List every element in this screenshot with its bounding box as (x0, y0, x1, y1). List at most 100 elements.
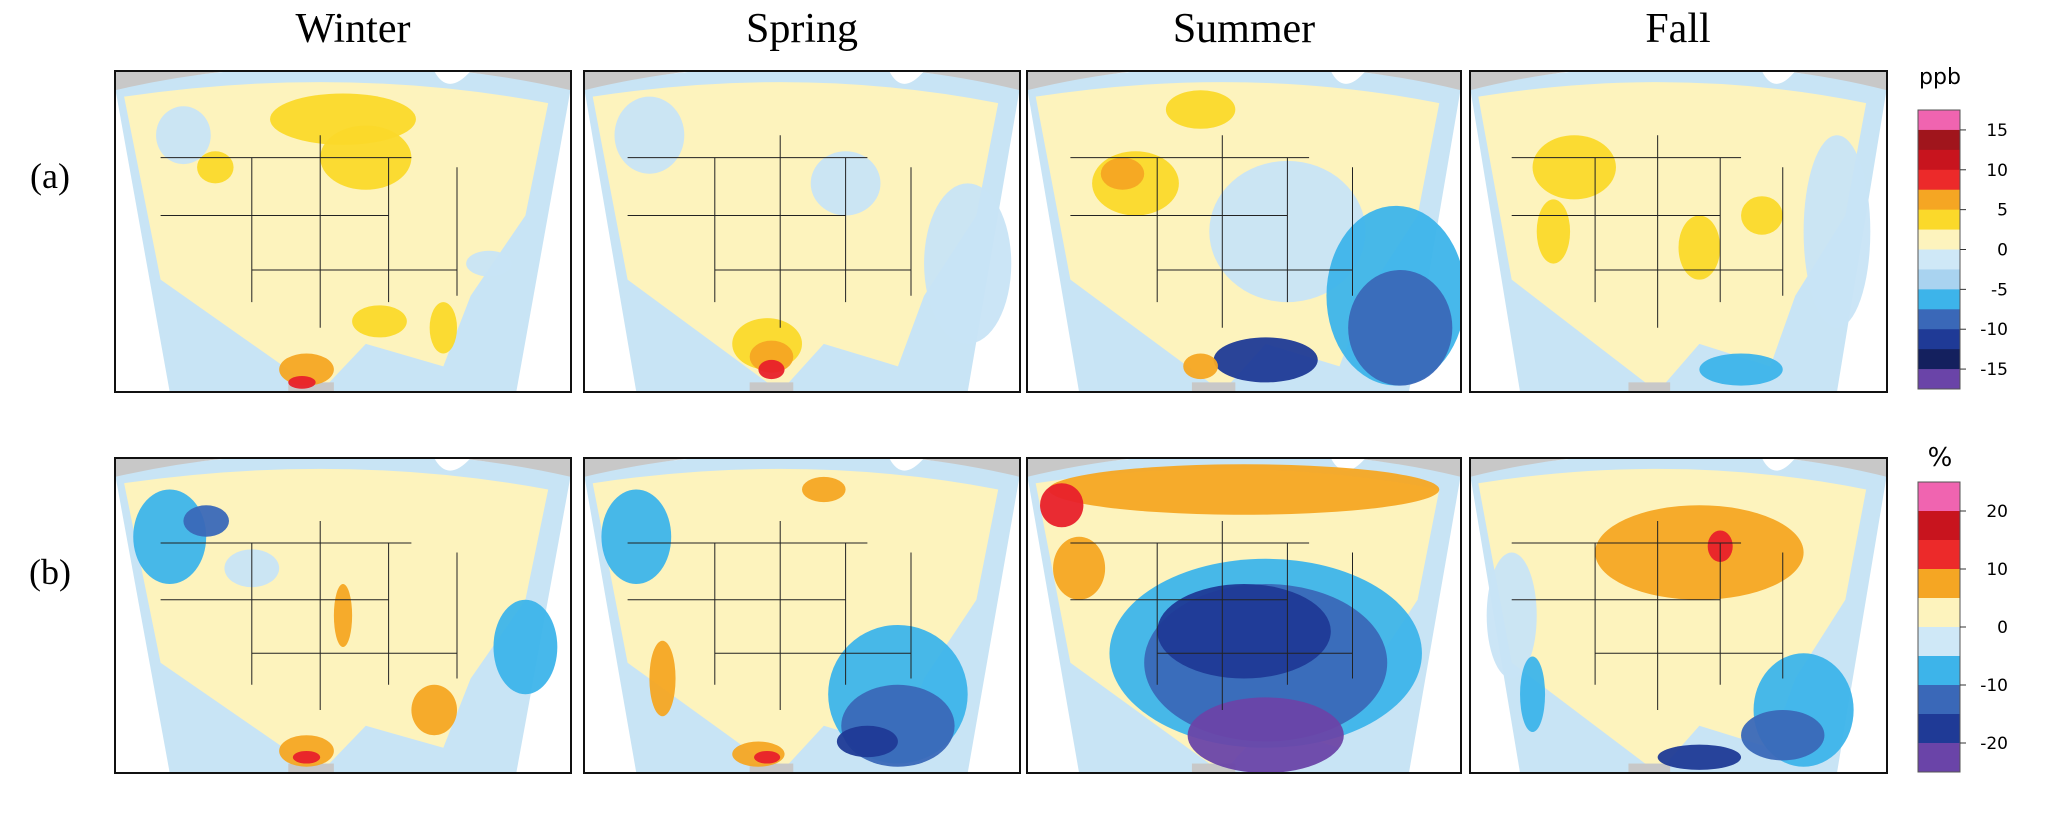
grey-bottom (1628, 382, 1671, 392)
column-title: Winter (296, 6, 411, 52)
colorbar-tick-label: 10 (1986, 161, 2008, 181)
grey-bottom (1628, 763, 1671, 773)
map-panel (1470, 71, 1887, 392)
grey-corner (457, 71, 571, 91)
colorbar-segment (1918, 169, 1960, 191)
grey-corner (457, 458, 571, 477)
colorbar-segment (1918, 685, 1960, 715)
colorbar-segment (1918, 511, 1960, 541)
grey-corner (1352, 458, 1461, 477)
colorbar-tick-label: -20 (1980, 734, 2008, 754)
field-region (1657, 744, 1742, 770)
colorbar-segment (1918, 482, 1960, 512)
grey-corner (115, 71, 229, 91)
colorbar-segment (1918, 627, 1960, 657)
grey-bottom (749, 763, 794, 773)
colorbar-tick-label: 5 (1997, 201, 2008, 221)
white-hole (1761, 458, 1796, 471)
colorbar-tick-label: -5 (1991, 280, 2008, 300)
colorbar-tick-label: -15 (1980, 360, 2008, 380)
panel-frame (583, 70, 1021, 393)
colorbar-segment (1918, 110, 1960, 131)
field-region (183, 505, 229, 537)
map-panel (115, 458, 571, 773)
colorbar-segment (1918, 656, 1960, 686)
grey-bottom (1191, 382, 1236, 392)
grey-corner (1470, 71, 1575, 91)
map-panel (584, 458, 1020, 773)
field-region (352, 305, 407, 338)
colorbar-segment (1918, 714, 1960, 744)
map-panel (1470, 458, 1887, 773)
field-region (1040, 483, 1084, 528)
grey-corner (1782, 458, 1887, 477)
colorbar-segment (1918, 149, 1960, 171)
colorbar-tick-label: 0 (1997, 241, 2008, 261)
colorbar-tick-label: -10 (1980, 676, 2008, 696)
colorbar-tick-label: 0 (1997, 618, 2008, 638)
field-region (1048, 464, 1440, 515)
field-region (1053, 536, 1106, 600)
field-region (1165, 90, 1236, 129)
colorbar-tick-label: -10 (1980, 320, 2008, 340)
grey-corner (584, 71, 693, 91)
field-region (836, 725, 898, 758)
grey-corner (115, 458, 229, 477)
panel-frame (114, 70, 572, 393)
colorbar-segment (1918, 349, 1960, 370)
field-region (1486, 552, 1537, 679)
grey-bottom (1191, 763, 1236, 773)
colorbar-segment (1918, 329, 1960, 350)
grey-bottom (288, 382, 334, 392)
field-region (754, 750, 781, 764)
field-region (292, 750, 321, 764)
panel-frame (1469, 70, 1888, 393)
white-hole (1330, 458, 1366, 471)
colorbar-segment (1918, 743, 1960, 773)
row-label: (a) (30, 156, 70, 196)
field-region (288, 375, 316, 389)
column-title: Summer (1173, 6, 1315, 52)
field-region (1678, 215, 1721, 280)
colorbar-tick-label: 20 (1986, 502, 2008, 522)
colorbar-segment (1918, 569, 1960, 599)
panel-frame (114, 457, 572, 774)
field-region (1157, 584, 1331, 679)
panel-frame (1026, 70, 1462, 393)
map-panel (1027, 71, 1461, 392)
field-region (466, 250, 512, 277)
grey-corner (1027, 71, 1136, 91)
field-region (1348, 270, 1453, 386)
field-region (1741, 710, 1825, 761)
field-region (1187, 697, 1344, 773)
panel-frame (1469, 457, 1888, 774)
field-region (1699, 353, 1783, 386)
field-region (1213, 337, 1318, 383)
white-hole (889, 71, 925, 84)
field-region (493, 599, 558, 695)
field-region (333, 584, 353, 647)
colorbar-tick-label: 15 (1986, 121, 2008, 141)
white-hole (1761, 71, 1796, 84)
map-panel (115, 71, 571, 392)
grey-bottom (288, 763, 334, 773)
column-title: Spring (746, 6, 858, 52)
colorbar-segment (1918, 289, 1960, 310)
map-panel (584, 71, 1020, 392)
colorbar-unit: ppb (1919, 65, 1961, 90)
colorbar-segment (1918, 540, 1960, 570)
field-region (649, 640, 676, 717)
field-region (279, 735, 334, 767)
white-hole (889, 458, 925, 471)
grey-corner (911, 71, 1020, 91)
panel-frame (1026, 457, 1462, 774)
field-region (197, 151, 234, 184)
colorbar-segment (1918, 598, 1960, 628)
field-region (1536, 199, 1571, 264)
white-hole (1330, 71, 1366, 84)
field-region (156, 106, 211, 165)
field-region (1100, 157, 1145, 190)
panel-frame (583, 457, 1021, 774)
row-label: (b) (29, 552, 71, 592)
